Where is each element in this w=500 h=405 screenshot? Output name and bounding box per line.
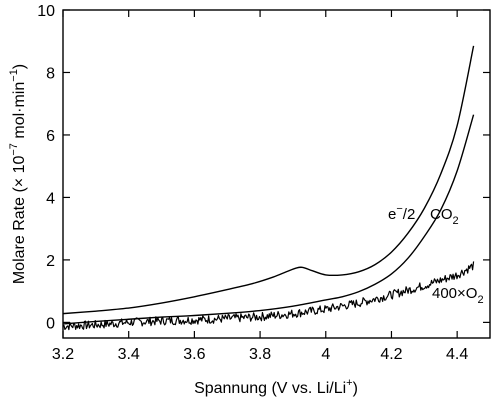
x-tick-label: 3.8 — [249, 346, 271, 363]
x-tick-label: 3.4 — [118, 346, 140, 363]
y-tick-label: 4 — [46, 190, 55, 207]
x-tick-label: 4.4 — [446, 346, 468, 363]
x-tick-label: 3.2 — [52, 346, 74, 363]
series-line-0 — [62, 45, 475, 315]
y-tick-label: 2 — [46, 253, 55, 270]
y-axis-label: Molare Rate (× 10−7 mol·min−1) — [8, 64, 28, 284]
series-line-2 — [62, 261, 475, 331]
x-tick-label: 4.2 — [380, 346, 402, 363]
series-label-co2: CO2 — [430, 206, 459, 227]
series-label-electrons: e−/2 — [388, 203, 415, 223]
plot-frame — [62, 9, 491, 339]
tick-labels: 3.2 3.4 3.6 3.8 4 4.2 4.4 0 2 4 6 8 10 — [37, 3, 468, 363]
y-tick-label: 10 — [37, 3, 55, 20]
x-tick-label: 4 — [321, 346, 330, 363]
y-tick-label: 8 — [46, 65, 55, 82]
series-label-o2: 400×O2 — [432, 285, 484, 306]
axis-ticks — [62, 9, 490, 338]
x-tick-label: 3.6 — [183, 346, 205, 363]
series-line-1 — [62, 114, 475, 325]
y-tick-label: 6 — [46, 128, 55, 145]
y-tick-label: 0 — [46, 315, 55, 332]
x-axis-label: Spannung (V vs. Li/Li+) — [194, 377, 358, 397]
series-group — [62, 45, 475, 331]
